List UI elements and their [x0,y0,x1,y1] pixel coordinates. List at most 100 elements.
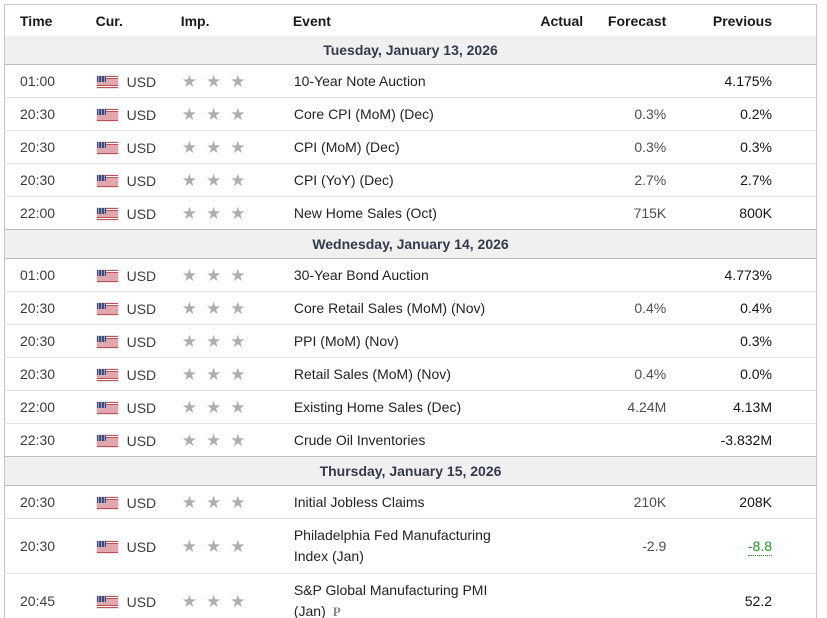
previous-value: 0.0% [671,357,817,391]
day-header-row: Tuesday, January 13, 2026 [4,36,817,65]
event-name[interactable]: Existing Home Sales (Dec) [293,398,462,415]
importance-star-icon: ★ [230,397,246,417]
importance-star-icon: ★ [181,298,197,318]
event-cell: Core Retail Sales (MoM) (Nov) [292,291,529,325]
forecast-value: 2.7% [588,163,672,197]
event-cell: New Home Sales (Oct) [292,196,529,230]
day-header-label: Wednesday, January 14, 2026 [4,229,817,259]
event-time: 20:30 [4,518,96,574]
importance-star-icon: ★ [205,397,222,417]
event-name[interactable]: Core Retail Sales (MoM) (Nov) [293,299,486,316]
importance-star-icon: ★ [230,536,246,556]
day-header-row: Wednesday, January 14, 2026 [4,229,817,259]
event-name[interactable]: S&P Global Manufacturing PMI (Jan) [293,582,488,618]
forecast-value: 0.3% [588,130,672,164]
importance-star-icon: ★ [205,203,222,223]
currency-label: USD [126,139,157,156]
importance-stars: ★ ★ ★ [180,423,293,457]
importance-star-icon: ★ [181,170,197,190]
us-flag-icon [96,141,118,154]
importance-star-icon: ★ [205,536,222,556]
event-name[interactable]: Retail Sales (MoM) (Nov) [293,365,451,382]
revised-previous-value[interactable]: -8.8 [747,538,772,556]
importance-star-icon: ★ [205,265,222,285]
previous-value: 2.7% [671,163,817,197]
forecast-value: 210K [588,485,672,519]
currency-label: USD [126,205,157,222]
actual-value [528,196,589,230]
event-name[interactable]: Core CPI (MoM) (Dec) [293,105,434,122]
actual-value [528,163,589,197]
forecast-value [588,324,672,358]
previous-value: 0.3% [671,130,817,164]
actual-value [528,390,589,424]
event-time: 20:30 [4,163,96,197]
previous-value: 52.2 [671,573,817,618]
currency-label: USD [126,333,157,350]
event-row: 20:30 USD ★ ★ ★ Initial Jobless Claims 210… [4,485,817,519]
previous-value: 0.4% [671,291,817,325]
currency-cell: USD [95,573,181,618]
importance-star-icon: ★ [230,430,246,450]
us-flag-icon [96,75,118,88]
importance-stars: ★ ★ ★ [180,518,293,574]
event-time: 20:30 [4,130,96,164]
event-row: 20:30 USD ★ ★ ★ Core CPI (MoM) (Dec) 0.3% … [4,97,817,131]
forecast-value [588,258,672,292]
event-name[interactable]: Philadelphia Fed Manufacturing Index (Ja… [293,527,491,564]
event-row: 22:00 USD ★ ★ ★ New Home Sales (Oct) 715K … [4,196,817,230]
event-row: 20:30 USD ★ ★ ★ Core Retail Sales (MoM) (N… [4,291,817,325]
importance-star-icon: ★ [230,170,246,190]
importance-stars: ★ ★ ★ [180,390,293,424]
importance-star-icon: ★ [181,430,197,450]
importance-star-icon: ★ [181,137,197,157]
event-name[interactable]: Crude Oil Inventories [293,431,426,448]
event-name[interactable]: CPI (YoY) (Dec) [293,171,394,188]
event-name[interactable]: 30-Year Bond Auction [293,266,429,283]
event-cell: CPI (MoM) (Dec) [292,130,529,164]
event-name[interactable]: 10-Year Note Auction [293,72,426,89]
currency-cell: USD [95,291,181,325]
importance-star-icon: ★ [181,265,197,285]
importance-stars: ★ ★ ★ [180,97,293,131]
event-name[interactable]: CPI (MoM) (Dec) [293,138,400,155]
actual-value [528,130,589,164]
day-header-label: Tuesday, January 13, 2026 [4,36,817,65]
event-time: 22:30 [4,423,96,457]
event-name[interactable]: PPI (MoM) (Nov) [293,332,399,349]
forecast-value [588,423,672,457]
column-header-event: Event [292,12,331,29]
currency-label: USD [126,399,157,416]
currency-cell: USD [95,196,181,230]
column-header-actual: Actual [540,12,584,29]
importance-stars: ★ ★ ★ [180,130,293,164]
previous-value: -3.832M [671,423,817,457]
us-flag-icon [96,207,118,220]
event-cell: Initial Jobless Claims [292,485,529,519]
currency-cell: USD [95,97,181,131]
us-flag-icon [96,108,118,121]
event-cell: Retail Sales (MoM) (Nov) [292,357,529,391]
currency-label: USD [126,538,157,555]
event-name[interactable]: Initial Jobless Claims [293,493,425,510]
importance-star-icon: ★ [230,591,246,611]
importance-star-icon: ★ [205,331,222,351]
importance-star-icon: ★ [230,71,246,91]
currency-label: USD [126,494,157,511]
forecast-value [588,573,672,618]
importance-star-icon: ★ [181,492,197,512]
forecast-value: 0.4% [588,291,672,325]
forecast-value: 715K [588,196,672,230]
event-row: 20:30 USD ★ ★ ★ CPI (MoM) (Dec) 0.3% 0.3% [4,130,817,164]
event-row: 01:00 USD ★ ★ ★ 30-Year Bond Auction 4.773… [4,258,817,292]
event-row: 22:30 USD ★ ★ ★ Crude Oil Inventories -3.8… [4,423,817,457]
currency-label: USD [126,267,157,284]
currency-cell: USD [95,518,181,574]
importance-stars: ★ ★ ★ [180,64,293,98]
event-cell: Philadelphia Fed Manufacturing Index (Ja… [292,518,529,574]
event-cell: S&P Global Manufacturing PMI (Jan) P [292,573,529,618]
event-row: 20:30 USD ★ ★ ★ Retail Sales (MoM) (Nov) 0… [4,357,817,391]
event-name[interactable]: New Home Sales (Oct) [293,204,437,221]
currency-label: USD [126,300,157,317]
previous-value: 4.773% [671,258,817,292]
